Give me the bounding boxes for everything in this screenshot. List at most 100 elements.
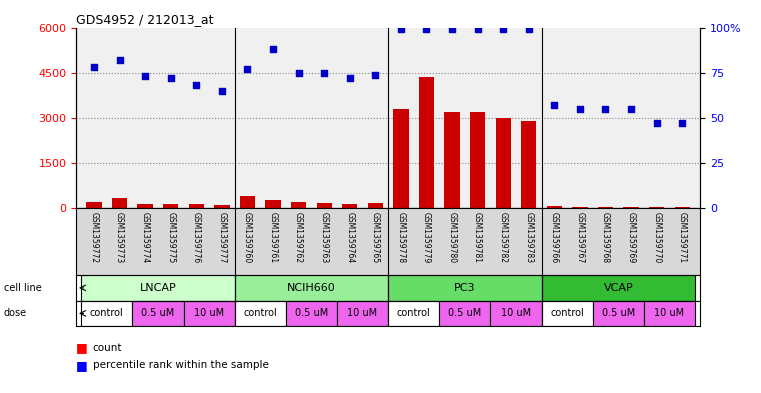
Bar <box>674 207 690 208</box>
Text: GSM1359766: GSM1359766 <box>550 212 559 263</box>
Bar <box>593 301 644 326</box>
Text: 10 uM: 10 uM <box>654 309 684 318</box>
Text: GSM1359765: GSM1359765 <box>371 212 380 263</box>
Text: GDS4952 / 212013_at: GDS4952 / 212013_at <box>76 13 214 26</box>
Bar <box>112 198 127 208</box>
Point <box>651 120 663 127</box>
Text: 10 uM: 10 uM <box>501 309 531 318</box>
Text: 10 uM: 10 uM <box>348 309 377 318</box>
Text: ■: ■ <box>76 359 88 372</box>
Text: GSM1359770: GSM1359770 <box>652 212 661 263</box>
Text: GSM1359771: GSM1359771 <box>678 212 686 263</box>
Point <box>113 57 126 63</box>
Text: VCAP: VCAP <box>603 283 633 293</box>
Text: GSM1359767: GSM1359767 <box>575 212 584 263</box>
Bar <box>240 196 255 208</box>
Text: LNCAP: LNCAP <box>139 283 177 293</box>
Bar <box>388 301 439 326</box>
Text: GSM1359780: GSM1359780 <box>447 212 457 263</box>
Text: PC3: PC3 <box>454 283 476 293</box>
Bar <box>183 301 234 326</box>
Bar <box>291 202 306 208</box>
Point <box>241 66 253 72</box>
Text: GSM1359779: GSM1359779 <box>422 212 431 263</box>
Bar <box>86 202 102 208</box>
Text: GSM1359764: GSM1359764 <box>345 212 355 263</box>
Text: cell line: cell line <box>4 283 42 293</box>
Point <box>88 64 100 70</box>
Text: 10 uM: 10 uM <box>194 309 224 318</box>
Bar <box>234 301 286 326</box>
Text: 0.5 uM: 0.5 uM <box>448 309 482 318</box>
Bar <box>546 206 562 208</box>
Text: GSM1359775: GSM1359775 <box>166 212 175 263</box>
Text: count: count <box>93 343 123 353</box>
Point <box>625 106 637 112</box>
Bar <box>286 301 337 326</box>
Point <box>164 75 177 81</box>
Bar <box>81 301 132 326</box>
Bar <box>572 207 587 208</box>
Bar <box>189 204 204 208</box>
Bar <box>388 275 542 301</box>
Point <box>574 106 586 112</box>
Point <box>676 120 688 127</box>
Bar <box>439 301 490 326</box>
Text: NCIH660: NCIH660 <box>287 283 336 293</box>
Text: 0.5 uM: 0.5 uM <box>295 309 328 318</box>
Bar <box>490 301 542 326</box>
Point <box>190 82 202 88</box>
Point <box>292 70 304 76</box>
Point <box>139 73 151 79</box>
Text: ■: ■ <box>76 341 88 354</box>
Text: GSM1359762: GSM1359762 <box>294 212 303 263</box>
Text: control: control <box>550 309 584 318</box>
Bar <box>393 109 409 208</box>
Text: GSM1359772: GSM1359772 <box>90 212 98 263</box>
Point <box>318 70 330 76</box>
Bar <box>644 301 695 326</box>
Bar <box>266 200 281 208</box>
Text: GSM1359777: GSM1359777 <box>218 212 226 263</box>
Point <box>497 26 509 33</box>
Bar <box>444 112 460 208</box>
Text: control: control <box>90 309 124 318</box>
Bar <box>542 275 695 301</box>
Point <box>420 26 432 33</box>
Text: GSM1359783: GSM1359783 <box>524 212 533 263</box>
Text: GSM1359781: GSM1359781 <box>473 212 482 263</box>
Point <box>548 102 560 108</box>
Bar <box>337 301 388 326</box>
Text: GSM1359763: GSM1359763 <box>320 212 329 263</box>
Bar <box>495 118 511 208</box>
Text: GSM1359773: GSM1359773 <box>115 212 124 263</box>
Bar <box>419 77 434 208</box>
Bar <box>598 207 613 208</box>
Text: GSM1359774: GSM1359774 <box>141 212 150 263</box>
Bar <box>81 275 234 301</box>
Text: control: control <box>396 309 431 318</box>
Point <box>523 26 535 33</box>
Text: GSM1359778: GSM1359778 <box>396 212 406 263</box>
Text: GSM1359760: GSM1359760 <box>243 212 252 263</box>
Point <box>216 88 228 94</box>
Bar <box>368 203 383 208</box>
Text: GSM1359761: GSM1359761 <box>269 212 278 263</box>
Point <box>395 26 407 33</box>
Bar <box>542 301 593 326</box>
Bar <box>163 204 178 208</box>
Point <box>446 26 458 33</box>
Bar <box>234 275 388 301</box>
Text: percentile rank within the sample: percentile rank within the sample <box>93 360 269 371</box>
Point <box>472 26 484 33</box>
Text: 0.5 uM: 0.5 uM <box>142 309 174 318</box>
Bar <box>470 112 486 208</box>
Bar <box>132 301 183 326</box>
Point <box>600 106 612 112</box>
Point <box>267 46 279 52</box>
Point <box>344 75 356 81</box>
Bar <box>138 204 153 208</box>
Bar <box>214 205 230 208</box>
Bar <box>623 207 638 208</box>
Text: GSM1359768: GSM1359768 <box>601 212 610 263</box>
